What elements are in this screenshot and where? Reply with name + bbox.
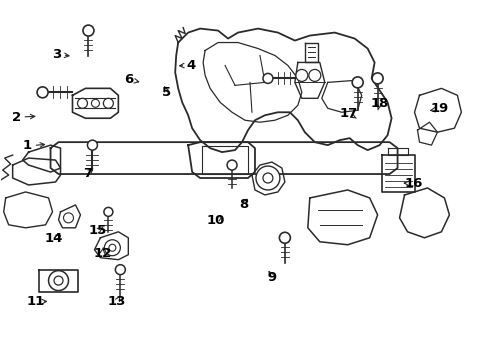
Text: 10: 10 (206, 214, 225, 227)
Circle shape (103, 98, 113, 108)
Polygon shape (73, 88, 119, 118)
Text: 17: 17 (340, 107, 358, 120)
Circle shape (83, 25, 94, 36)
Text: 9: 9 (268, 271, 277, 284)
Circle shape (256, 166, 280, 190)
Circle shape (104, 207, 113, 216)
Text: 18: 18 (370, 98, 389, 111)
Polygon shape (13, 158, 61, 185)
Circle shape (279, 232, 291, 243)
Circle shape (227, 160, 237, 170)
Polygon shape (417, 122, 438, 145)
Text: 6: 6 (124, 73, 133, 86)
Circle shape (77, 98, 87, 108)
Circle shape (352, 77, 363, 88)
Text: 15: 15 (88, 224, 106, 238)
Polygon shape (58, 205, 80, 228)
Circle shape (372, 73, 383, 84)
Text: 5: 5 (162, 86, 171, 99)
Circle shape (109, 244, 116, 251)
Polygon shape (39, 270, 78, 292)
Text: 16: 16 (404, 177, 423, 190)
Text: 3: 3 (52, 48, 62, 61)
Polygon shape (415, 88, 462, 132)
Circle shape (54, 276, 63, 285)
Circle shape (104, 240, 121, 256)
Text: 2: 2 (12, 111, 21, 124)
Polygon shape (4, 192, 52, 228)
Text: 8: 8 (239, 198, 248, 211)
Polygon shape (203, 42, 302, 122)
Circle shape (309, 69, 321, 81)
Circle shape (115, 265, 125, 275)
Polygon shape (23, 145, 61, 172)
Polygon shape (295, 62, 325, 98)
Text: 14: 14 (44, 231, 63, 244)
Circle shape (263, 73, 273, 84)
Text: 13: 13 (108, 295, 126, 308)
Polygon shape (175, 28, 392, 152)
Text: 12: 12 (93, 247, 111, 260)
Polygon shape (305, 42, 318, 62)
Text: 19: 19 (430, 103, 448, 116)
Circle shape (263, 173, 273, 183)
Circle shape (49, 271, 69, 291)
Circle shape (37, 87, 48, 98)
Polygon shape (95, 232, 128, 260)
Polygon shape (399, 188, 449, 238)
Polygon shape (322, 80, 362, 112)
Circle shape (87, 140, 98, 150)
Circle shape (64, 213, 74, 223)
Polygon shape (308, 190, 378, 245)
Polygon shape (388, 148, 408, 155)
Polygon shape (188, 142, 255, 178)
Polygon shape (382, 155, 415, 192)
Text: 1: 1 (23, 139, 32, 152)
Circle shape (92, 99, 99, 107)
Text: 7: 7 (83, 167, 92, 180)
Text: 11: 11 (27, 296, 45, 309)
Polygon shape (50, 142, 397, 174)
Text: 4: 4 (187, 59, 196, 72)
Polygon shape (202, 146, 248, 174)
Polygon shape (252, 162, 285, 195)
Circle shape (296, 69, 308, 81)
